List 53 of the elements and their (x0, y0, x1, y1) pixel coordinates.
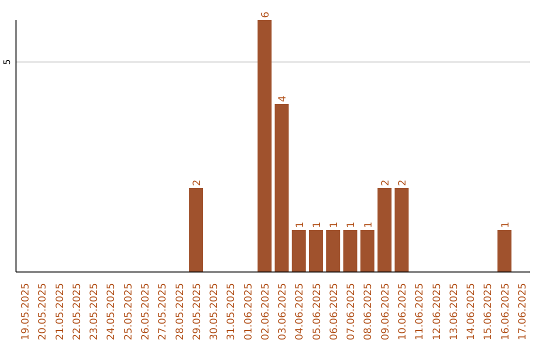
x-tick-label: 27.05.2025 (158, 283, 169, 340)
x-tick-label: 03.06.2025 (278, 283, 289, 340)
bar (189, 188, 204, 272)
bar (274, 104, 289, 272)
x-tick-label: 04.06.2025 (294, 283, 306, 340)
x-tick-label: 02.06.2025 (260, 283, 272, 340)
bar (292, 230, 306, 272)
x-tick-label: 07.06.2025 (346, 283, 358, 340)
x-tick-label: 24.05.2025 (106, 283, 118, 340)
bar (343, 230, 358, 272)
x-tick-label: 14.06.2025 (466, 283, 478, 340)
data-label: 1 (346, 222, 358, 228)
data-label: 1 (500, 222, 512, 228)
data-label: 2 (380, 180, 392, 186)
bar (394, 188, 409, 272)
bar (308, 230, 323, 272)
x-tick-label: 30.05.2025 (209, 283, 220, 340)
data-label: 6 (260, 12, 272, 18)
x-tick-label: 11.06.2025 (414, 283, 426, 340)
data-label: 4 (278, 96, 289, 102)
x-tick-label: 31.05.2025 (226, 283, 238, 340)
data-label: 1 (294, 222, 306, 228)
x-tick-label: 13.06.2025 (448, 283, 460, 340)
x-tick-label: 23.05.2025 (89, 283, 100, 340)
data-label: 2 (398, 180, 409, 186)
x-tick-label: 05.06.2025 (312, 283, 323, 340)
x-tick-label: 09.06.2025 (380, 283, 392, 340)
x-tick-label: 22.05.2025 (72, 283, 83, 340)
data-label: 1 (363, 222, 374, 228)
x-tick-label: 29.05.2025 (192, 283, 203, 340)
x-tick-label: 06.06.2025 (328, 283, 340, 340)
x-tick-label: 19.05.2025 (20, 283, 32, 340)
x-tick-label: 20.05.2025 (38, 283, 49, 340)
bar (326, 230, 340, 272)
x-tick-label: 28.05.2025 (174, 283, 186, 340)
data-label: 1 (312, 222, 323, 228)
bar (360, 230, 374, 272)
bar (258, 20, 272, 272)
data-label: 1 (329, 222, 340, 228)
x-tick-label: 17.06.2025 (517, 283, 528, 340)
y-tick-label: 5 (3, 59, 13, 65)
bar (497, 230, 512, 272)
x-tick-label: 12.06.2025 (432, 283, 443, 340)
x-tick-label: 21.05.2025 (54, 283, 66, 340)
x-tick-label: 26.05.2025 (140, 283, 152, 340)
x-tick-label: 16.06.2025 (500, 283, 512, 340)
x-tick-label: 08.06.2025 (363, 283, 374, 340)
bar (378, 188, 392, 272)
x-tick-label: 10.06.2025 (398, 283, 408, 340)
x-tick-label: 15.06.2025 (483, 283, 494, 340)
x-tick-label: 01.06.2025 (243, 283, 254, 340)
data-label: 2 (192, 180, 204, 186)
x-tick-label: 25.05.2025 (123, 283, 134, 340)
